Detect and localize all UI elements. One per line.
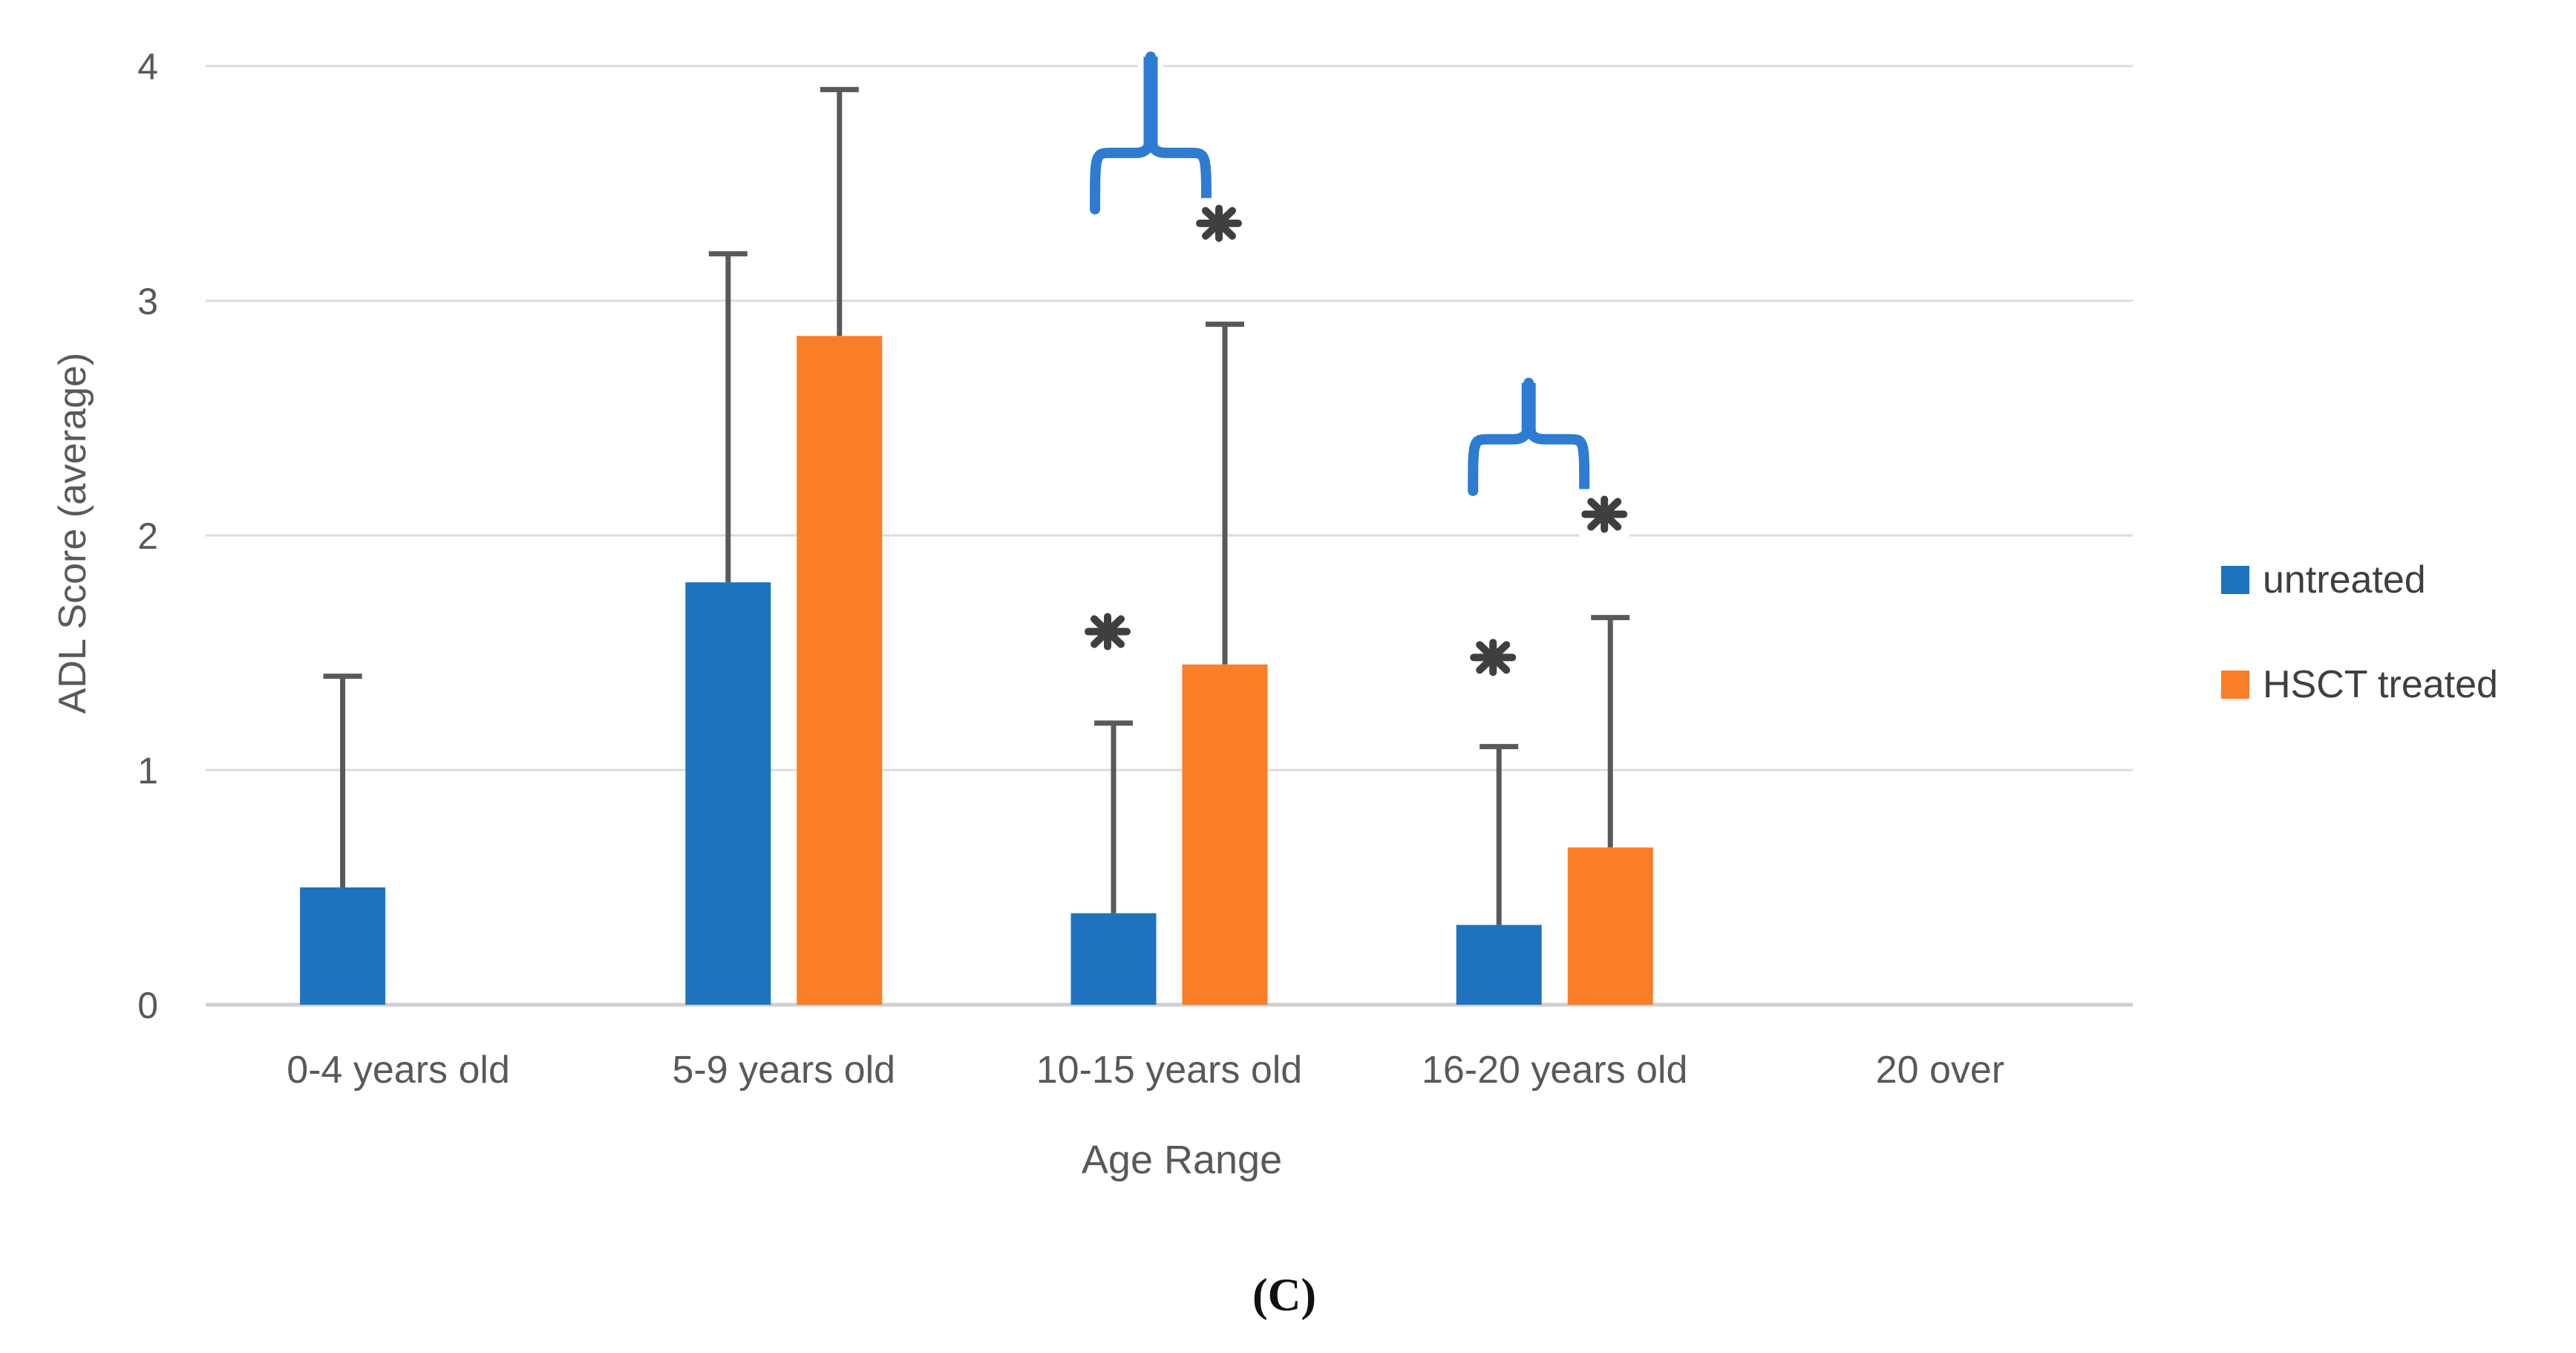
untreated-swatch-icon	[2221, 566, 2249, 594]
y-tick-label-0: 0	[137, 985, 158, 1026]
bar-untreated-0	[300, 887, 386, 1005]
panel-caption: (C)	[1252, 1270, 1317, 1321]
legend-item-hsct-treated: HSCT treated	[2221, 662, 2498, 707]
y-tick-label-3: 3	[137, 281, 158, 322]
y-axis-title: ADL Score (average)	[51, 352, 94, 714]
x-axis-title: Age Range	[1081, 1138, 1283, 1182]
bar-hsct-treated-3	[1567, 847, 1653, 1005]
bar-untreated-2	[1070, 913, 1157, 1005]
asterisk	[1085, 613, 1131, 651]
hsct-treated-swatch-icon	[2221, 671, 2249, 699]
y-tick-label-1: 1	[137, 750, 158, 792]
asterisk	[1196, 204, 1242, 242]
asterisk	[1581, 495, 1628, 533]
x-category-label-2: 10-15 years old	[1036, 1049, 1302, 1092]
legend-label-untreated: untreated	[2263, 558, 2426, 601]
x-category-label-4: 20 over	[1876, 1049, 2004, 1092]
legend-label-hsct-treated: HSCT treated	[2263, 663, 2498, 706]
x-category-label-3: 16-20 years old	[1422, 1049, 1687, 1092]
y-tick-label-4: 4	[137, 46, 158, 88]
bar-hsct-treated-2	[1182, 664, 1268, 1005]
y-tick-label-2: 2	[137, 515, 158, 557]
bar-untreated-3	[1456, 925, 1542, 1005]
bar-hsct-treated-1	[797, 336, 883, 1005]
asterisk	[1470, 639, 1517, 676]
legend-item-untreated: untreated	[2221, 558, 2426, 602]
x-category-label-1: 5-9 years old	[672, 1049, 895, 1092]
bar-untreated-1	[685, 582, 771, 1005]
x-category-label-0: 0-4 years old	[287, 1049, 510, 1092]
